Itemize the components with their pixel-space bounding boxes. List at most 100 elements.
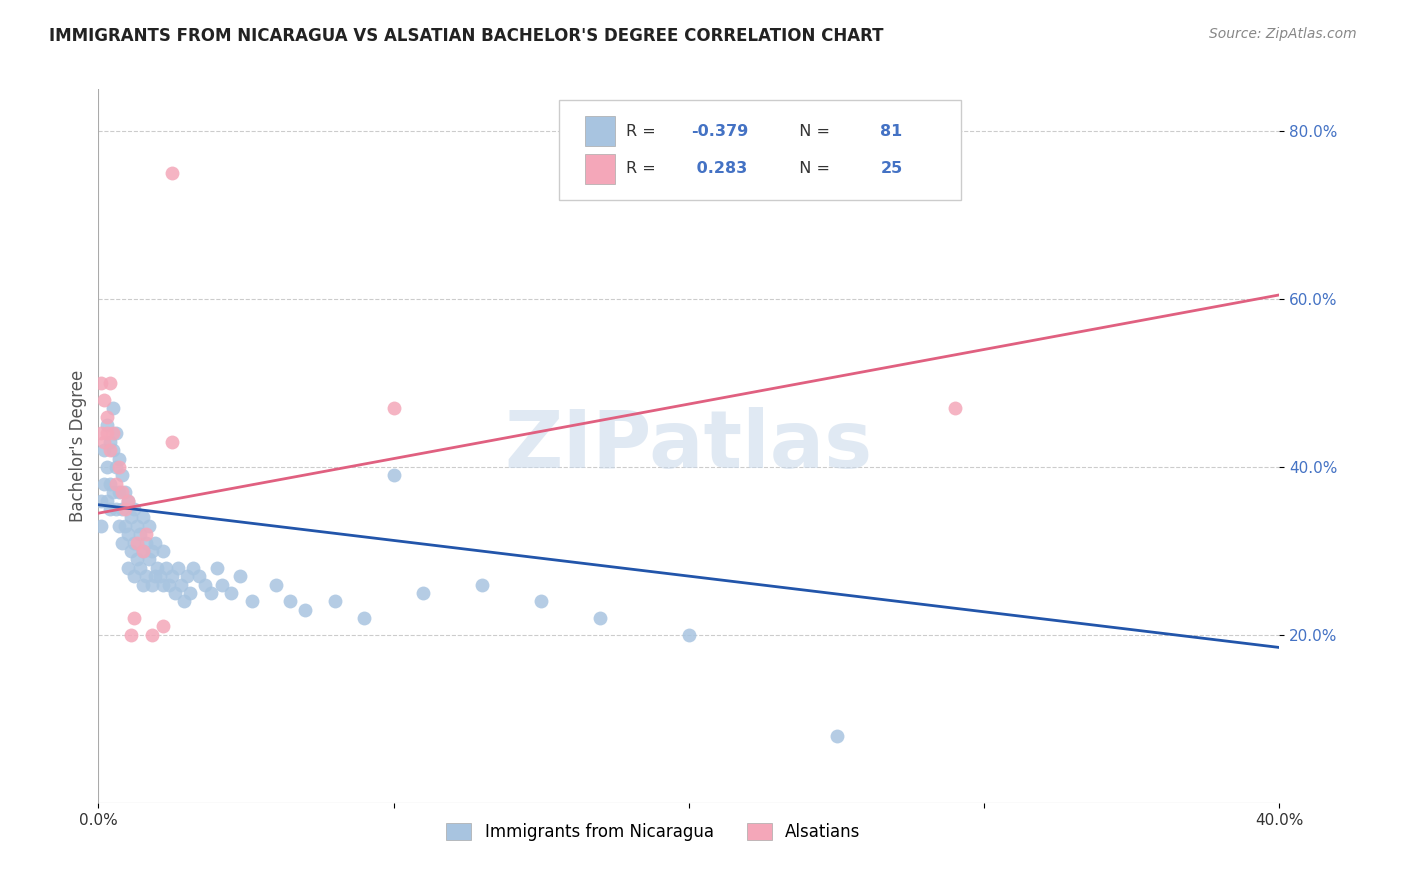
Text: 0.283: 0.283 — [692, 161, 748, 177]
Point — [105, 502, 128, 516]
Point — [943, 401, 966, 416]
Bar — [585, 153, 614, 184]
Point — [103, 443, 125, 458]
Point — [589, 611, 612, 625]
Point — [167, 560, 190, 574]
Point — [108, 460, 131, 475]
Point — [96, 460, 118, 475]
Point — [471, 577, 494, 591]
Point — [111, 502, 134, 516]
Point — [125, 552, 148, 566]
Text: 81: 81 — [880, 123, 903, 138]
Point — [162, 166, 183, 180]
Bar — [585, 116, 614, 146]
Text: N =: N = — [789, 123, 835, 138]
Point — [111, 468, 134, 483]
Point — [165, 586, 187, 600]
Point — [98, 502, 121, 516]
Point — [205, 560, 228, 574]
Point — [90, 376, 112, 390]
Point — [181, 560, 204, 574]
Point — [114, 485, 136, 500]
Point — [141, 577, 163, 591]
Point — [125, 535, 148, 549]
Point — [122, 611, 145, 625]
Text: Source: ZipAtlas.com: Source: ZipAtlas.com — [1209, 27, 1357, 41]
Point — [111, 535, 134, 549]
Point — [105, 426, 128, 441]
Point — [179, 586, 201, 600]
Text: N =: N = — [789, 161, 835, 177]
Point — [108, 518, 131, 533]
Point — [122, 569, 145, 583]
Point — [98, 434, 121, 449]
Point — [323, 594, 346, 608]
Point — [200, 586, 222, 600]
Point — [143, 569, 166, 583]
Point — [105, 460, 128, 475]
Point — [90, 493, 112, 508]
Point — [152, 619, 174, 633]
Point — [105, 476, 128, 491]
Point — [93, 434, 115, 449]
Point — [93, 392, 115, 407]
Point — [117, 527, 139, 541]
Point — [353, 611, 375, 625]
Point — [135, 527, 157, 541]
Point — [152, 577, 174, 591]
Point — [221, 586, 243, 600]
Point — [132, 510, 155, 524]
Text: R =: R = — [626, 123, 661, 138]
Point — [128, 560, 150, 574]
Point — [530, 594, 553, 608]
Point — [138, 518, 160, 533]
Point — [173, 594, 195, 608]
Point — [162, 569, 183, 583]
Point — [382, 468, 405, 483]
Point — [132, 544, 155, 558]
Point — [187, 569, 209, 583]
Text: -0.379: -0.379 — [692, 123, 748, 138]
FancyBboxPatch shape — [560, 100, 960, 200]
Point — [170, 577, 193, 591]
Point — [280, 594, 302, 608]
Point — [120, 510, 142, 524]
Point — [122, 535, 145, 549]
Point — [90, 426, 112, 441]
Point — [120, 544, 142, 558]
Point — [678, 628, 700, 642]
Point — [122, 502, 145, 516]
Point — [114, 518, 136, 533]
Point — [125, 518, 148, 533]
Point — [141, 628, 163, 642]
Point — [96, 417, 118, 432]
Point — [141, 544, 163, 558]
Point — [98, 443, 121, 458]
Text: ZIPatlas: ZIPatlas — [505, 407, 873, 485]
Point — [162, 434, 183, 449]
Point — [135, 535, 157, 549]
Y-axis label: Bachelor's Degree: Bachelor's Degree — [69, 370, 87, 522]
Point — [211, 577, 233, 591]
Point — [146, 560, 169, 574]
Point — [108, 451, 131, 466]
Point — [157, 577, 180, 591]
Point — [96, 493, 118, 508]
Point — [98, 376, 121, 390]
Point — [132, 544, 155, 558]
Point — [114, 502, 136, 516]
Point — [111, 485, 134, 500]
Point — [108, 485, 131, 500]
Point — [96, 426, 118, 441]
Point — [229, 569, 252, 583]
Text: IMMIGRANTS FROM NICARAGUA VS ALSATIAN BACHELOR'S DEGREE CORRELATION CHART: IMMIGRANTS FROM NICARAGUA VS ALSATIAN BA… — [49, 27, 884, 45]
Point — [98, 476, 121, 491]
Point — [103, 401, 125, 416]
Point — [152, 544, 174, 558]
Point — [149, 569, 172, 583]
Point — [117, 493, 139, 508]
Point — [194, 577, 217, 591]
Text: R =: R = — [626, 161, 661, 177]
Point — [96, 409, 118, 424]
Point — [138, 552, 160, 566]
